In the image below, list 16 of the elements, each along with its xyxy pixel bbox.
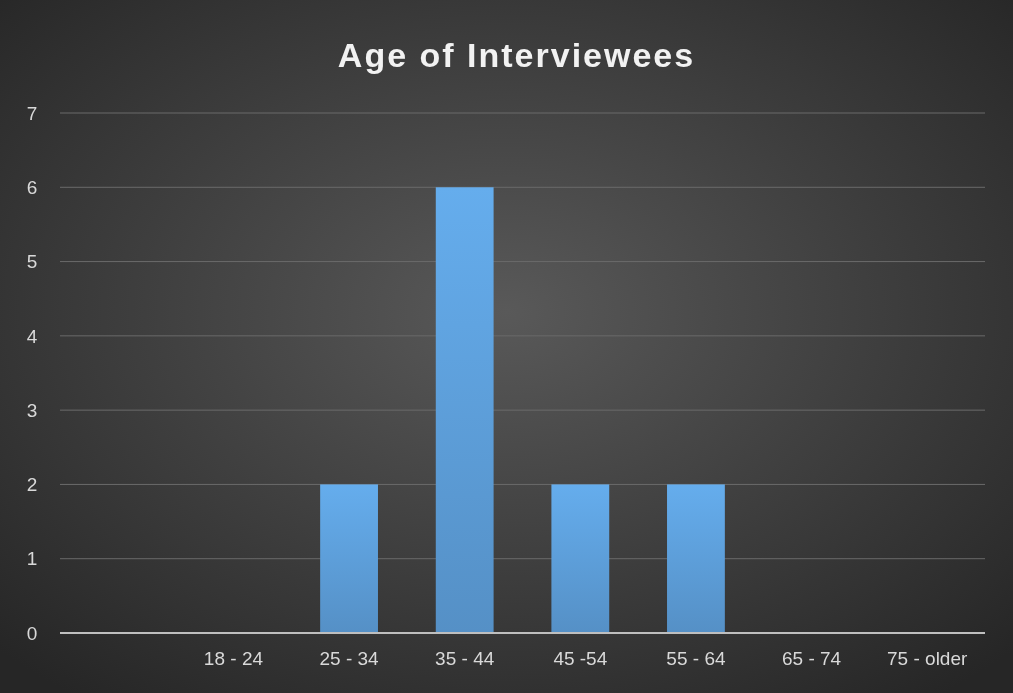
x-tick-label: 65 - 74 (781, 648, 842, 669)
x-tick-label: 45 -54 (553, 648, 608, 669)
y-tick-label: 0 (26, 622, 38, 644)
y-tick-label: 1 (26, 548, 38, 570)
x-tick-label: 75 - older (887, 648, 968, 669)
x-tick-label: 25 - 34 (319, 648, 380, 669)
y-tick-label: 6 (26, 176, 38, 198)
x-tick-label: 18 - 24 (203, 648, 264, 669)
y-tick-label: 2 (26, 474, 38, 496)
y-tick-label: 3 (26, 399, 38, 421)
y-tick-label: 4 (26, 325, 38, 347)
x-tick-label: 55 - 64 (666, 648, 726, 669)
x-tick-label: 35 - 44 (435, 648, 495, 669)
y-tick-label: 7 (26, 102, 38, 124)
y-tick-label: 5 (26, 251, 38, 273)
chart-title: Age of Interviewees (337, 36, 696, 74)
